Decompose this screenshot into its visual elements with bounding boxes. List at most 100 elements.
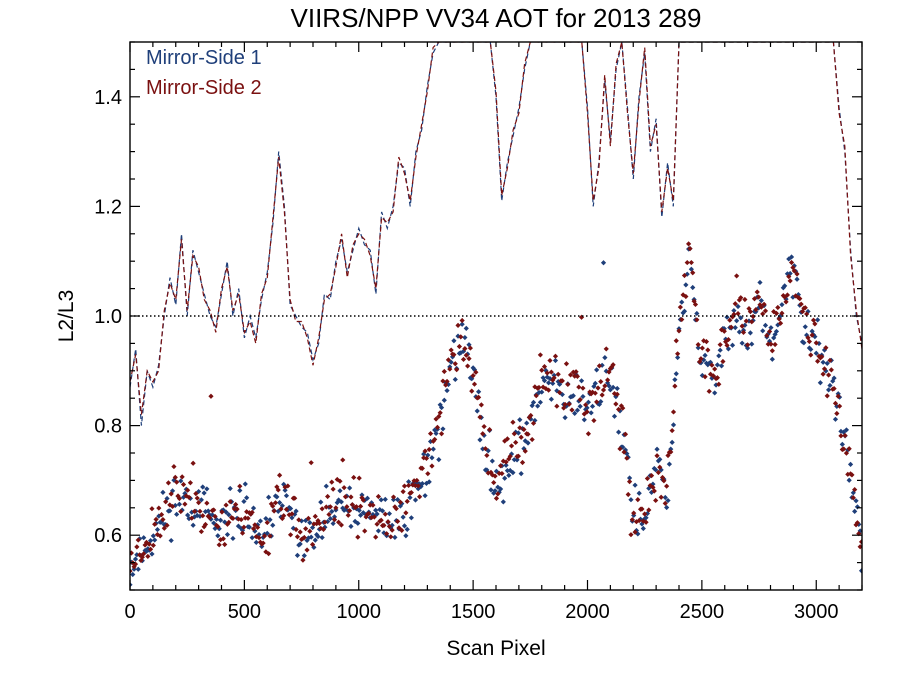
data-point-mirror-side-1	[664, 504, 670, 511]
data-point-mirror-side-2	[261, 533, 268, 539]
data-point-mirror-side-1	[440, 426, 446, 432]
data-point-mirror-side-2	[404, 498, 410, 504]
data-point-mirror-side-1	[680, 310, 686, 316]
data-point-mirror-side-2	[787, 278, 793, 284]
data-point-mirror-side-1	[392, 534, 398, 540]
data-point-mirror-side-2	[625, 491, 631, 498]
data-point-mirror-side-1	[327, 516, 333, 522]
data-point-mirror-side-2	[444, 378, 450, 385]
data-point-mirror-side-1	[373, 507, 379, 513]
data-point-mirror-side-2	[301, 534, 307, 541]
data-point-mirror-side-1	[308, 534, 314, 540]
data-point-mirror-side-2	[777, 320, 784, 326]
data-point-mirror-side-2	[245, 515, 251, 521]
data-point-mirror-side-1	[477, 437, 483, 443]
data-point-mirror-side-2	[644, 475, 651, 482]
data-point-mirror-side-2	[351, 474, 357, 481]
data-point-mirror-side-2	[784, 292, 791, 298]
data-point-mirror-side-2	[533, 393, 539, 399]
data-point-mirror-side-2	[154, 531, 161, 538]
data-point-mirror-side-2	[688, 259, 694, 266]
data-point-mirror-side-1	[683, 282, 689, 288]
data-point-mirror-side-2	[215, 523, 221, 530]
data-point-mirror-side-1	[522, 438, 528, 444]
data-point-mirror-side-1	[580, 393, 586, 400]
data-point-mirror-side-2	[434, 424, 441, 430]
data-point-mirror-side-2	[573, 369, 579, 375]
data-point-mirror-side-1	[791, 263, 797, 269]
data-point-mirror-side-2	[448, 347, 454, 353]
data-point-mirror-side-1	[474, 408, 480, 414]
data-point-mirror-side-1	[852, 508, 858, 514]
data-point-mirror-side-1	[546, 380, 552, 386]
data-point-mirror-side-1	[701, 357, 707, 363]
data-point-mirror-side-1	[559, 391, 565, 398]
data-point-mirror-side-2	[599, 392, 605, 398]
data-point-mirror-side-1	[632, 482, 638, 488]
data-point-mirror-side-2	[263, 549, 269, 555]
data-point-mirror-side-1	[331, 514, 338, 520]
data-point-mirror-side-1	[481, 432, 487, 438]
data-point-mirror-side-2	[628, 532, 634, 538]
data-point-mirror-side-2	[566, 401, 572, 407]
data-point-mirror-side-1	[794, 276, 800, 282]
data-point-mirror-side-2	[508, 443, 515, 449]
data-point-mirror-side-2	[510, 419, 516, 425]
data-point-mirror-side-2	[850, 495, 856, 501]
data-point-mirror-side-2	[440, 378, 446, 384]
legend: Mirror-Side 1 Mirror-Side 2	[146, 47, 262, 99]
data-point-mirror-side-2	[235, 516, 242, 522]
data-point-mirror-side-2	[768, 341, 774, 347]
data-point-mirror-side-2	[191, 508, 198, 514]
data-point-mirror-side-2	[712, 366, 718, 372]
data-point-mirror-side-1	[287, 505, 294, 512]
data-point-mirror-side-2	[300, 557, 306, 563]
data-point-mirror-side-2	[452, 361, 458, 367]
data-point-mirror-side-2	[470, 373, 476, 379]
data-point-mirror-side-2	[747, 309, 753, 315]
data-point-mirror-side-1	[850, 490, 856, 496]
data-point-mirror-side-2	[714, 375, 721, 381]
data-point-mirror-side-2	[252, 522, 258, 528]
data-point-mirror-side-2	[808, 352, 814, 358]
data-point-mirror-side-2	[198, 528, 204, 535]
data-point-mirror-side-1	[297, 541, 303, 547]
data-point-mirror-side-1	[449, 354, 456, 360]
data-point-mirror-side-2	[813, 340, 819, 346]
data-point-mirror-side-1	[846, 477, 852, 483]
data-point-mirror-side-1	[491, 490, 497, 496]
data-point-mirror-side-1	[378, 497, 384, 503]
data-point-mirror-side-2	[433, 416, 439, 422]
data-point-mirror-side-2	[260, 540, 266, 546]
data-point-mirror-side-1	[323, 483, 329, 489]
data-point-mirror-side-1	[690, 284, 696, 291]
data-point-mirror-side-2	[371, 514, 377, 520]
data-point-mirror-side-2	[311, 521, 317, 527]
data-point-mirror-side-2	[196, 500, 202, 506]
data-point-mirror-side-1	[406, 479, 412, 485]
data-point-mirror-side-1	[681, 308, 688, 314]
data-point-mirror-side-2	[179, 474, 185, 480]
data-point-mirror-side-1	[584, 405, 590, 411]
data-point-mirror-side-2	[401, 483, 408, 489]
data-point-mirror-side-1	[252, 528, 258, 534]
data-point-mirror-side-2	[271, 508, 277, 514]
data-point-mirror-side-2	[267, 533, 273, 539]
data-point-mirror-side-1	[305, 535, 312, 541]
data-point-mirror-side-2	[626, 479, 633, 485]
data-point-mirror-side-1	[497, 486, 504, 492]
data-point-mirror-side-2	[687, 245, 693, 252]
data-point-mirror-side-2	[548, 369, 554, 375]
data-point-mirror-side-1	[279, 503, 285, 509]
data-point-mirror-side-1	[360, 510, 366, 516]
data-point-mirror-side-2	[157, 533, 163, 539]
data-point-mirror-side-2	[613, 401, 619, 407]
data-point-mirror-side-2	[410, 482, 416, 488]
data-point-mirror-side-2	[411, 478, 417, 484]
data-point-mirror-side-1	[257, 518, 263, 524]
data-point-mirror-side-1	[404, 526, 410, 532]
data-point-mirror-side-2	[805, 335, 811, 341]
data-point-mirror-side-2	[536, 384, 542, 391]
data-point-mirror-side-1	[809, 328, 815, 334]
data-point-mirror-side-1	[319, 534, 325, 541]
